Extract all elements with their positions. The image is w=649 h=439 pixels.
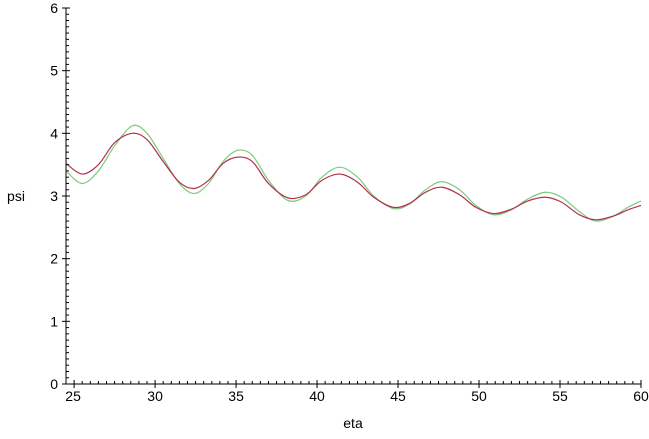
x-axis-label: eta xyxy=(343,415,363,431)
x-tick-label: 35 xyxy=(228,388,244,404)
y-axis-label: psi xyxy=(7,188,25,204)
series-layer xyxy=(65,124,642,222)
x-tick-label: 40 xyxy=(309,388,325,404)
series-line-2 xyxy=(65,132,642,221)
x-tick-label: 60 xyxy=(633,388,649,404)
x-tick-label: 30 xyxy=(147,388,163,404)
y-tick-label: 4 xyxy=(50,125,58,141)
y-tick-label: 2 xyxy=(50,251,58,267)
y-tick-label: 3 xyxy=(50,188,58,204)
x-tick-label: 45 xyxy=(390,388,406,404)
x-tick-label: 55 xyxy=(552,388,568,404)
series-line-1 xyxy=(65,124,642,222)
y-tick-label: 5 xyxy=(50,63,58,79)
x-tick-label: 50 xyxy=(471,388,487,404)
y-tick-label: 0 xyxy=(50,376,58,392)
axes xyxy=(65,8,641,385)
y-tick-label: 6 xyxy=(50,0,58,16)
y-tick-label: 1 xyxy=(50,313,58,329)
x-tick-label: 25 xyxy=(65,388,81,404)
